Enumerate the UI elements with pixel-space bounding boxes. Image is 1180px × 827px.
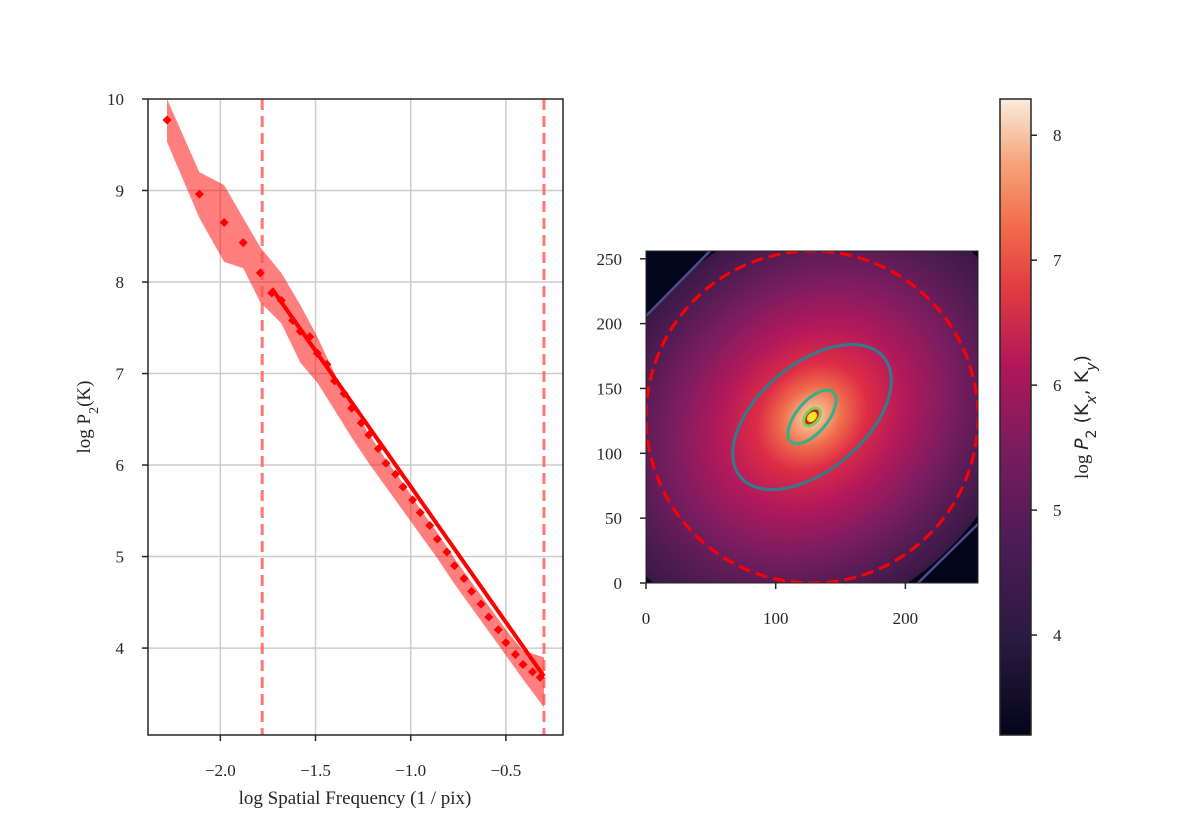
data-point — [162, 115, 172, 125]
data-point — [493, 625, 503, 635]
contour-outer-bottom-right — [917, 523, 978, 583]
y-tick-label: 6 — [116, 456, 125, 475]
image-y-tick-label: 150 — [597, 379, 623, 398]
image-x-tick-label: 200 — [893, 609, 919, 628]
image-y-axis: 0 50 100 150 200 250 — [597, 250, 646, 593]
contour-ellipse — [786, 388, 838, 446]
error-band — [167, 99, 544, 708]
image-y-tick-label: 200 — [597, 315, 623, 334]
data-point — [467, 586, 477, 596]
image-x-tick-label: 100 — [763, 609, 789, 628]
data-point — [501, 638, 511, 648]
image-y-tick-label: 100 — [597, 444, 623, 463]
colorbar-tick-label: 8 — [1053, 126, 1062, 145]
x-tick-label: −1.5 — [300, 761, 331, 780]
colorbar-tick-label: 5 — [1053, 501, 1062, 520]
data-point — [255, 268, 265, 278]
x-tick-label: −2.0 — [205, 761, 236, 780]
data-point — [415, 508, 425, 518]
colorbar: 4 5 6 7 8 log P2 (Kx, Ky) — [999, 98, 1100, 736]
data-point — [425, 520, 435, 530]
data-point — [398, 482, 408, 492]
colorbar-ticks: 4 5 6 7 8 — [1031, 126, 1062, 645]
contours — [731, 342, 893, 492]
power-spectrum-plot: −2.0 −1.5 −1.0 −0.5 4 5 6 7 8 9 10 log Spatial Fr… — [74, 90, 564, 809]
data-point — [518, 660, 528, 670]
data-point — [408, 495, 418, 505]
range-markers — [260, 99, 546, 735]
colorbar-gradient — [999, 98, 1032, 736]
colorbar-tick-label: 6 — [1053, 376, 1062, 395]
y-tick-label: 5 — [116, 548, 125, 567]
contour-outer-top-left — [646, 251, 711, 317]
data-point — [238, 238, 248, 248]
data-point — [528, 667, 538, 677]
colorbar-tick-label: 7 — [1053, 251, 1062, 270]
data-point — [442, 547, 452, 557]
x-axis-label: log Spatial Frequency (1 / pix) — [239, 788, 472, 809]
data-point — [219, 218, 229, 228]
contour-ellipse — [731, 342, 893, 492]
image-x-axis: 0 100 200 — [642, 583, 918, 628]
data-point — [432, 534, 442, 544]
y-tick-label: 4 — [116, 639, 125, 658]
data-point — [510, 649, 520, 659]
y-tick-label: 9 — [116, 182, 125, 201]
image-y-tick-label: 250 — [597, 250, 623, 269]
y-tick-label: 7 — [116, 365, 125, 384]
fit-line — [270, 287, 546, 678]
data-point — [381, 458, 391, 468]
y-tick-label: 10 — [107, 90, 124, 109]
x-tick-label: −1.0 — [395, 761, 426, 780]
image-frame — [645, 250, 979, 584]
colorbar-label: log P2 (Kx, Ky) — [1071, 355, 1100, 479]
data-point — [459, 574, 469, 584]
plot-area — [162, 99, 546, 735]
x-axis: −2.0 −1.5 −1.0 −0.5 — [205, 735, 521, 780]
contour-center — [807, 411, 817, 423]
x-tick-label: −0.5 — [490, 761, 521, 780]
image-y-tick-label: 50 — [605, 509, 622, 528]
data-point — [194, 189, 204, 199]
data-point — [449, 561, 459, 571]
data-point — [476, 599, 486, 609]
y-tick-label: 8 — [116, 273, 125, 292]
image-x-tick-label: 0 — [642, 609, 651, 628]
grid-lines — [148, 99, 563, 735]
y-axis-label: log P2(K) — [74, 381, 102, 454]
2d-power-spectrum-image: 0 100 200 0 50 100 150 200 250 — [597, 250, 979, 628]
data-point — [390, 469, 400, 479]
axes-frame — [147, 98, 564, 736]
colorbar-tick-label: 4 — [1053, 626, 1062, 645]
data-point — [484, 612, 494, 622]
image-y-tick-label: 0 — [614, 574, 623, 593]
y-axis: 4 5 6 7 8 9 10 — [107, 90, 148, 658]
